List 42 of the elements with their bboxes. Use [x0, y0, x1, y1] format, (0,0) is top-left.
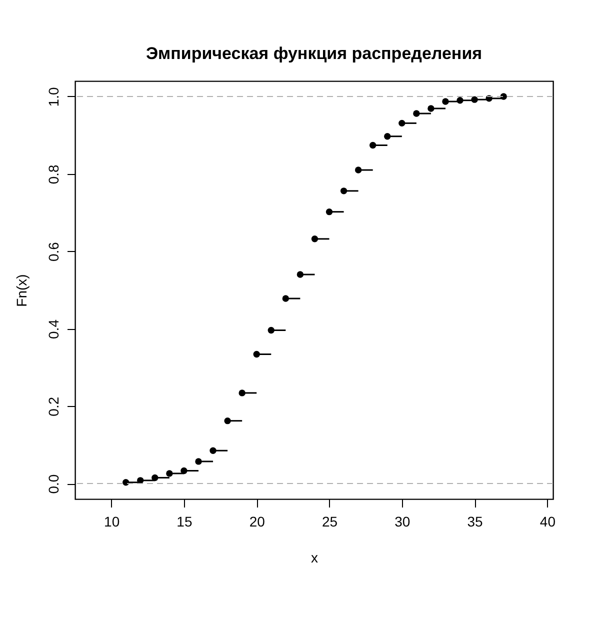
point — [210, 447, 216, 454]
point — [166, 470, 173, 477]
point — [137, 477, 144, 484]
point — [428, 105, 434, 112]
point — [238, 390, 246, 396]
x-tick-label: 40 — [540, 514, 556, 530]
chart-title: Эмпирическая функция распределения — [146, 44, 482, 63]
point — [369, 142, 376, 149]
x-tick-label: 30 — [394, 514, 410, 530]
point — [282, 295, 290, 302]
y-tick-label: 0.8 — [46, 164, 62, 184]
y-tick-label: 0.2 — [46, 396, 62, 416]
point — [122, 479, 130, 486]
point — [398, 120, 406, 127]
x-tick-label: 20 — [249, 514, 266, 530]
point — [456, 97, 464, 104]
x-tick-label: 10 — [104, 514, 120, 530]
point — [253, 350, 260, 358]
y-tick-label: 0.4 — [46, 319, 62, 339]
y-tick-label: 0.6 — [46, 242, 62, 262]
point — [195, 458, 202, 465]
point — [311, 236, 318, 242]
point — [413, 110, 420, 117]
point — [384, 133, 391, 140]
point — [326, 208, 333, 216]
x-tick-label: 35 — [467, 514, 484, 530]
y-tick-label: 0.0 — [46, 474, 62, 494]
x-tick-label: 15 — [176, 514, 192, 530]
x-tick-label: 25 — [322, 514, 338, 530]
point — [471, 96, 478, 103]
x-axis-title: x — [311, 550, 318, 566]
point — [354, 166, 362, 174]
point — [152, 474, 158, 482]
point — [268, 326, 274, 334]
y-axis-title: Fn(x) — [14, 274, 30, 307]
point — [340, 188, 348, 194]
point — [500, 93, 507, 100]
point — [296, 271, 304, 278]
y-tick-label: 1.0 — [46, 87, 62, 107]
point — [442, 98, 449, 105]
point — [180, 467, 188, 474]
point — [224, 417, 231, 424]
